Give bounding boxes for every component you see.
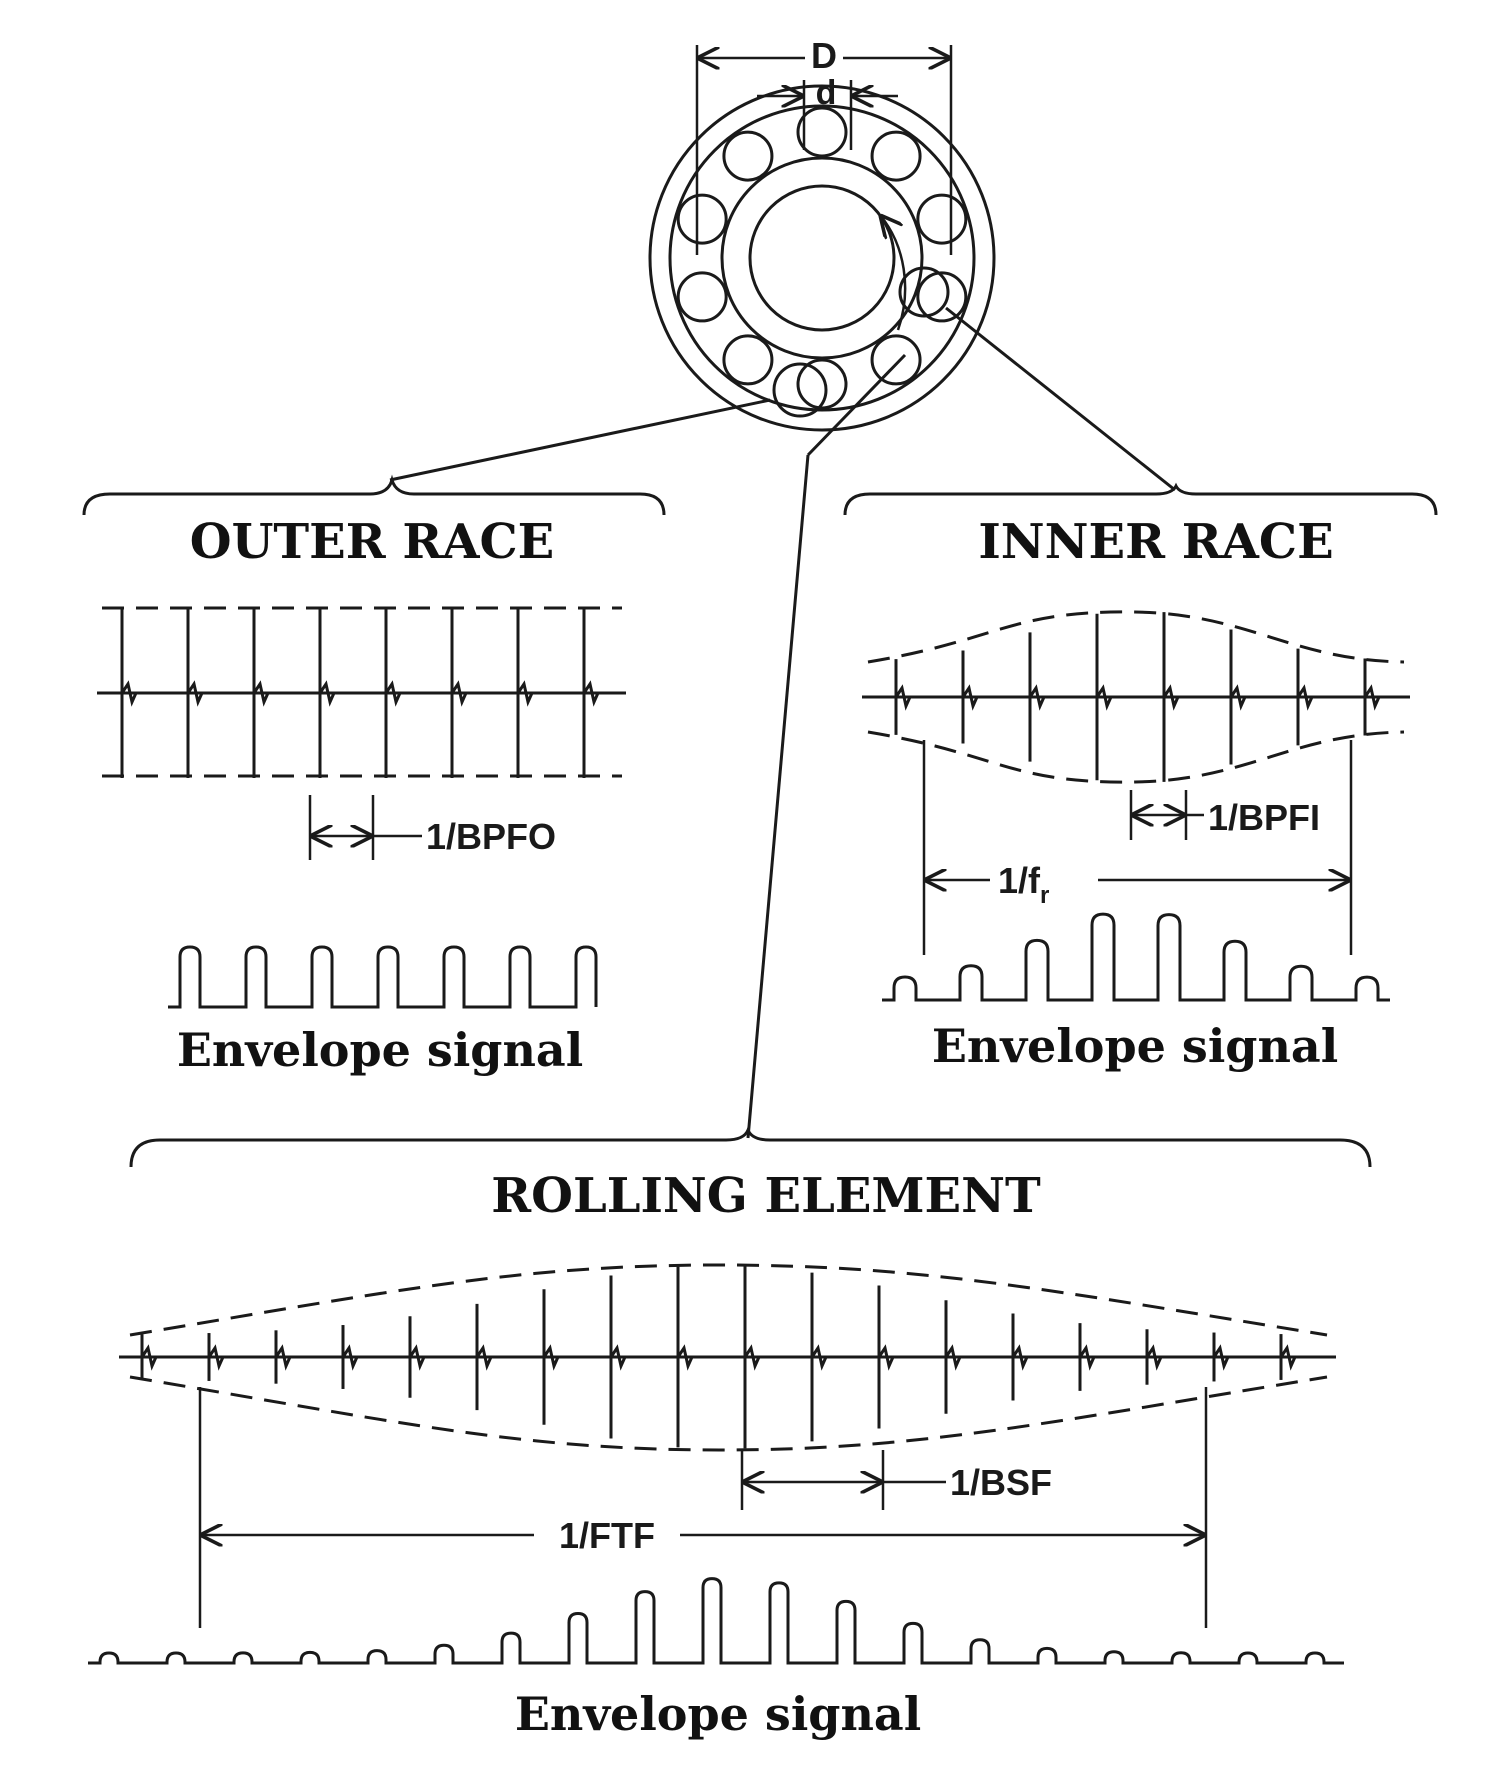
rolling-element-vibration-signal (119, 1263, 1336, 1452)
fr-label: 1/fr (998, 860, 1049, 909)
outer-race-title: OUTER RACE (190, 514, 555, 570)
section-braces (82, 474, 1438, 1168)
rolling-element-impulse-ringing (810, 1344, 828, 1371)
rotation-arrow (880, 215, 907, 331)
rolling-element-ball (676, 193, 728, 245)
inner-race-impulse-ringing (1296, 684, 1314, 711)
rolling-element-impulse-ringing (944, 1344, 962, 1371)
rolling-element-ball (722, 130, 774, 182)
bsf-dimension (740, 1450, 946, 1510)
rolling-element-ball (796, 106, 848, 158)
rolling-element-ball (916, 193, 968, 245)
bearing-outer-ring-inner-edge (668, 104, 976, 412)
leader-rolling-element (806, 353, 907, 457)
dimension-lines (695, 45, 953, 255)
rolling-element-upper-envelope (129, 1263, 1328, 1337)
outer-race-impulse-ringing (516, 680, 534, 707)
rolling-element-ball (722, 334, 774, 386)
inner-race-lower-envelope (867, 730, 1405, 784)
rolling-element-ball (870, 130, 922, 182)
bpfi-dimension (1129, 790, 1204, 840)
rolling-element-lower-envelope (129, 1375, 1328, 1452)
rolling-element-envelope-label: Envelope signal (515, 1687, 921, 1741)
rolling-element-envelope-signal (88, 1577, 1344, 1665)
rolling-element-impulse-ringing (475, 1344, 493, 1371)
rolling-element-impulse-ringing (1011, 1344, 1029, 1371)
inner-race-impulse-ringing (1162, 684, 1180, 711)
inner-race-impulse-ringing (1095, 684, 1113, 711)
bearing-bore (748, 184, 896, 332)
rolling-element-impulse-ringing (1145, 1344, 1163, 1371)
inner-race-impulse-ringing (1363, 684, 1381, 711)
inner-race-vibration-signal (862, 610, 1410, 784)
inner-race-upper-envelope (867, 610, 1405, 664)
inner-race-impulse-ringing (961, 684, 979, 711)
fr-label-subscript: r (1040, 882, 1049, 909)
rolling-element-brace (129, 1125, 1372, 1168)
rolling-elements (676, 106, 968, 418)
rolling-element-impulse-ringing (877, 1344, 895, 1371)
ftf-dimension (198, 1387, 1208, 1628)
rolling-element-impulse-ringing (1279, 1344, 1297, 1371)
inner-race-title: INNER RACE (978, 514, 1333, 570)
outer-race-impulse-ringing (450, 680, 468, 707)
outer-race-impulse-ringing (186, 680, 204, 707)
rolling-element-impulse-ringing (408, 1344, 426, 1371)
rolling-element-impulse-ringing (341, 1344, 359, 1371)
rolling-element-title: ROLLING ELEMENT (491, 1168, 1041, 1224)
ball-diameter-label: d (816, 74, 837, 112)
bsf-label: 1/BSF (950, 1462, 1052, 1503)
inner-race-envelope-signal (882, 912, 1390, 1002)
rolling-element-ball-fault (772, 362, 828, 418)
bpfo-label: 1/BPFO (426, 816, 556, 857)
rolling-element-impulse-ringing (1212, 1344, 1230, 1371)
outer-race-vibration-signal (97, 606, 626, 778)
bearing-illustration (389, 84, 1176, 1139)
rolling-element-ball (916, 271, 968, 323)
rolling-element-impulse-ringing (140, 1344, 158, 1371)
inner-race-impulse-ringing (894, 684, 912, 711)
ftf-label: 1/FTF (559, 1515, 655, 1556)
bpfi-label: 1/BPFI (1208, 797, 1320, 838)
rolling-element-impulse-ringing (1078, 1344, 1096, 1371)
leader-inner-race (945, 306, 1176, 492)
rolling-element-impulse-ringing (274, 1344, 292, 1371)
rolling-element-ball (870, 334, 922, 386)
outer-race-envelope-label: Envelope signal (177, 1023, 583, 1077)
inner-race-brace (843, 482, 1438, 516)
bearing-inner-ring-outer-edge (720, 156, 924, 360)
fr-dimension (922, 740, 1353, 955)
outer-race-envelope-signal (168, 945, 598, 1009)
outer-diameter-label: D (811, 35, 837, 76)
bpfo-dimension (308, 795, 422, 860)
rolling-element-impulse-ringing (609, 1344, 627, 1371)
outer-race-impulse-ringing (384, 680, 402, 707)
inner-race-impulse-ringing (1229, 684, 1247, 711)
rolling-element-impulse-ringing (743, 1344, 761, 1371)
outer-race-impulse-ringing (318, 680, 336, 707)
rolling-element-ball (676, 271, 728, 323)
bearing-outer-ring (648, 84, 996, 432)
rolling-element-ball-fault (898, 266, 950, 318)
inner-race-envelope-label: Envelope signal (932, 1019, 1338, 1073)
outer-race-impulse-ringing (252, 680, 270, 707)
fr-label-main: 1/f (998, 860, 1041, 901)
outer-race-impulse-ringing (120, 680, 138, 707)
outer-race-impulse-ringing (582, 680, 600, 707)
rolling-element-impulse-ringing (542, 1344, 560, 1371)
leader-rolling-element-long (746, 454, 810, 1139)
rolling-element-ball (796, 358, 848, 410)
rolling-element-impulse-ringing (676, 1344, 694, 1371)
outer-race-brace (82, 474, 666, 516)
inner-race-impulse-ringing (1028, 684, 1046, 711)
rolling-element-impulse-ringing (207, 1344, 225, 1371)
leader-outer-race (389, 398, 771, 482)
